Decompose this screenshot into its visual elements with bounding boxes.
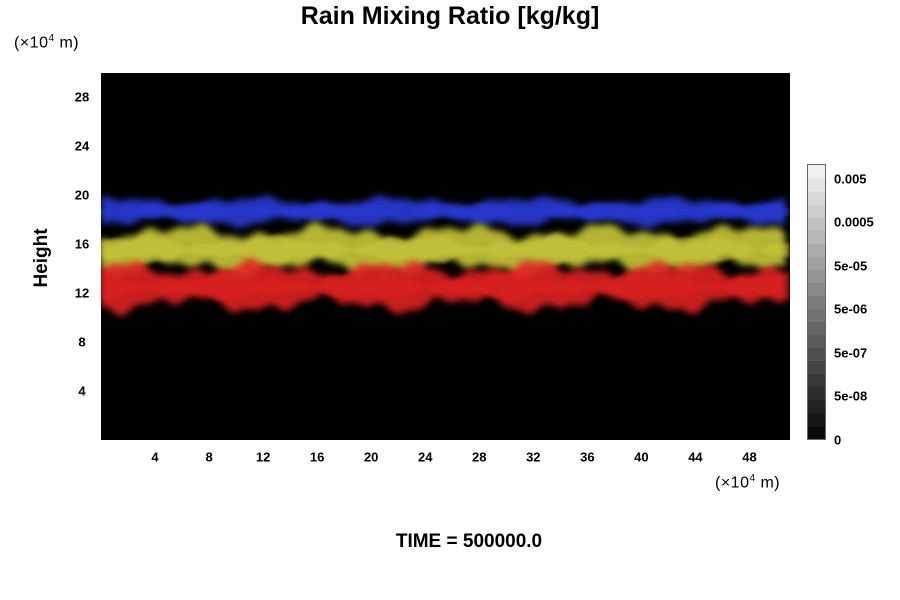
colorbar-swatch [808, 295, 825, 310]
x-tick-label: 48 [742, 449, 757, 465]
colorbar-label: 5e-05 [834, 258, 868, 274]
colorbar-swatch [808, 178, 825, 192]
x-tick-label: 24 [418, 449, 433, 465]
colorbar-label: 0.005 [834, 171, 867, 187]
colorbar-swatch [808, 386, 825, 401]
colorbar-swatch [808, 243, 825, 257]
colorbar-swatch [808, 217, 825, 231]
colorbar-swatch [808, 360, 825, 375]
time-label: TIME = 500000.0 [395, 531, 543, 552]
x-tick-label: 20 [363, 449, 379, 465]
rain-field-heatmap [101, 73, 790, 440]
colorbar-swatch [808, 321, 825, 336]
y-tick-label: 4 [78, 383, 86, 399]
colorbar-swatch [808, 282, 825, 296]
colorbar-swatch [808, 334, 825, 349]
colorbar-swatch [808, 269, 825, 283]
colorbar-swatch [808, 373, 825, 388]
colorbar-swatches [808, 165, 825, 440]
colorbar-swatch [808, 308, 825, 323]
band-core [101, 233, 789, 265]
colorbar-label: 5e-08 [834, 388, 868, 404]
y-tick-label: 12 [74, 285, 90, 301]
colorbar-swatch [808, 230, 825, 244]
x-tick-label: 4 [151, 449, 159, 465]
y-tick-label: 16 [74, 236, 90, 252]
x-axis-unit: (×104 m) [715, 473, 781, 492]
x-tick-label: 8 [205, 449, 213, 465]
colorbar-label: 5e-06 [834, 301, 868, 317]
x-tick-label: 36 [580, 449, 595, 465]
plot-area [101, 73, 790, 440]
y-tick-label: 8 [78, 334, 86, 350]
chart-title: Rain Mixing Ratio [kg/kg] [300, 2, 600, 30]
colorbar-label: 0 [834, 432, 842, 448]
band-core [101, 202, 789, 220]
colorbar-swatch [808, 399, 825, 414]
colorbar-swatch [808, 204, 825, 218]
colorbar-label: 5e-07 [834, 345, 868, 361]
colorbar-swatch [808, 191, 825, 205]
colorbar-swatch [808, 165, 825, 179]
x-tick-label: 32 [526, 449, 541, 465]
x-tick-label: 28 [472, 449, 487, 465]
y-axis-label: Height [31, 228, 52, 288]
x-tick-label: 16 [309, 449, 325, 465]
colorbar-swatch [808, 347, 825, 362]
x-tick-label: 12 [255, 449, 271, 465]
y-axis-unit: (×104 m) [14, 33, 80, 52]
colorbar-swatch [808, 412, 825, 427]
y-tick-label: 20 [74, 187, 90, 203]
y-tick-label: 28 [74, 89, 90, 105]
colorbar [807, 164, 826, 440]
colorbar-swatch [808, 256, 825, 270]
y-tick-label: 24 [74, 138, 90, 154]
colorbar-swatch [808, 425, 825, 440]
band-core [101, 270, 789, 302]
x-tick-label: 44 [688, 449, 703, 465]
x-tick-label: 40 [634, 449, 649, 465]
colorbar-label: 0.0005 [834, 214, 874, 230]
